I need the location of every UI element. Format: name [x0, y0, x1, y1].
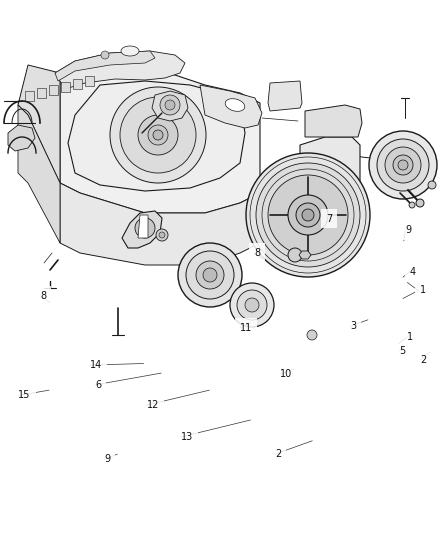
Text: 6: 6: [95, 380, 102, 390]
Text: 8: 8: [254, 248, 260, 258]
Circle shape: [230, 283, 274, 327]
Text: 13: 13: [180, 432, 193, 442]
Text: 1: 1: [407, 332, 413, 342]
Circle shape: [369, 131, 437, 199]
Circle shape: [288, 195, 328, 235]
Text: 2: 2: [420, 355, 427, 365]
Circle shape: [186, 251, 234, 299]
Circle shape: [256, 163, 360, 267]
Circle shape: [246, 153, 370, 277]
Text: 9: 9: [405, 225, 411, 235]
Circle shape: [138, 115, 178, 155]
Bar: [73, 79, 82, 89]
Circle shape: [196, 261, 224, 289]
Text: 1: 1: [420, 286, 426, 295]
Polygon shape: [18, 65, 60, 183]
Circle shape: [245, 298, 259, 312]
Circle shape: [268, 175, 348, 255]
Ellipse shape: [225, 99, 245, 111]
Circle shape: [165, 100, 175, 110]
Polygon shape: [68, 81, 245, 191]
Text: 10: 10: [280, 369, 293, 379]
Circle shape: [416, 199, 424, 207]
Circle shape: [178, 243, 242, 307]
Circle shape: [159, 232, 165, 238]
Text: 5: 5: [399, 346, 406, 356]
Bar: [61, 82, 70, 92]
Bar: [85, 76, 94, 86]
Text: 15: 15: [18, 391, 31, 400]
Circle shape: [428, 181, 436, 189]
Circle shape: [135, 218, 155, 238]
Circle shape: [377, 139, 429, 191]
Text: 11: 11: [240, 323, 252, 333]
Circle shape: [160, 95, 180, 115]
Text: 4: 4: [410, 267, 416, 277]
Circle shape: [153, 130, 163, 140]
Circle shape: [101, 51, 109, 59]
Polygon shape: [300, 137, 360, 203]
Polygon shape: [18, 85, 100, 123]
Circle shape: [120, 97, 196, 173]
Circle shape: [398, 160, 408, 170]
Circle shape: [302, 209, 314, 221]
Circle shape: [393, 155, 413, 175]
Polygon shape: [60, 65, 260, 213]
Polygon shape: [18, 105, 60, 243]
Polygon shape: [268, 81, 302, 111]
Polygon shape: [152, 91, 188, 121]
Text: 2: 2: [275, 449, 281, 459]
Polygon shape: [55, 51, 155, 81]
Circle shape: [237, 290, 267, 320]
Bar: [37, 88, 46, 98]
Polygon shape: [305, 105, 362, 137]
Text: 9: 9: [104, 455, 110, 464]
Circle shape: [307, 330, 317, 340]
Ellipse shape: [121, 46, 139, 56]
Circle shape: [409, 202, 415, 208]
Circle shape: [288, 248, 302, 262]
Polygon shape: [18, 61, 150, 115]
Polygon shape: [299, 251, 311, 259]
Circle shape: [110, 87, 206, 183]
Text: 14: 14: [90, 360, 102, 370]
Circle shape: [385, 147, 421, 183]
Text: 7: 7: [326, 214, 332, 223]
Bar: [25, 91, 34, 101]
Polygon shape: [138, 215, 148, 238]
Polygon shape: [122, 211, 162, 248]
Text: 3: 3: [350, 321, 357, 331]
Polygon shape: [200, 85, 262, 128]
Circle shape: [148, 125, 168, 145]
Text: 8: 8: [40, 291, 46, 301]
Circle shape: [296, 203, 320, 227]
Circle shape: [156, 229, 168, 241]
Polygon shape: [60, 183, 260, 265]
Bar: [49, 85, 58, 95]
Polygon shape: [8, 125, 35, 151]
Text: 12: 12: [147, 400, 159, 410]
Polygon shape: [55, 51, 185, 89]
Circle shape: [203, 268, 217, 282]
